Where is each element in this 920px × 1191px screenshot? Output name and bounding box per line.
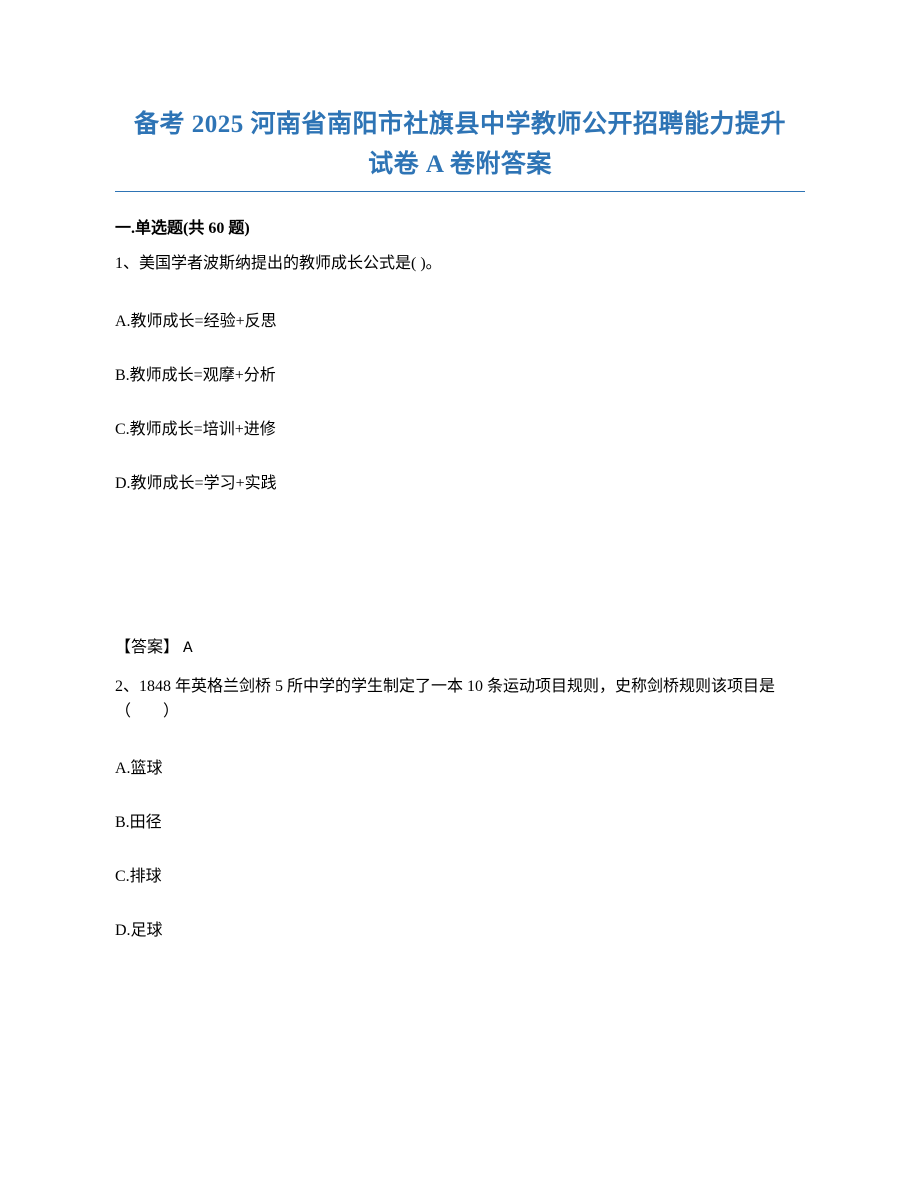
document-title: 备考 2025 河南省南阳市社旗县中学教师公开招聘能力提升 试卷 A 卷附答案 (115, 105, 805, 185)
document-page: 备考 2025 河南省南阳市社旗县中学教师公开招聘能力提升 试卷 A 卷附答案 … (0, 0, 920, 940)
answer-value: A (183, 639, 194, 657)
title-line-2: 试卷 A 卷附答案 (368, 151, 552, 178)
question-1-answer: 【答案】 A (115, 633, 805, 657)
question-2-option-c: C.排球 (115, 862, 805, 886)
question-2-stem: 2、1848 年英格兰剑桥 5 所中学的学生制定了一本 10 条运动项目规则，史… (115, 675, 805, 725)
question-2-option-a: A.篮球 (115, 754, 805, 778)
question-1-option-d: D.教师成长=学习+实践 (115, 469, 805, 493)
question-2-option-b: B.田径 (115, 808, 805, 832)
question-1-option-a: A.教师成长=经验+反思 (115, 307, 805, 331)
title-line-1: 备考 2025 河南省南阳市社旗县中学教师公开招聘能力提升 (134, 111, 786, 138)
question-1-option-c: C.教师成长=培训+进修 (115, 415, 805, 439)
question-2-option-d: D.足球 (115, 916, 805, 940)
title-divider (115, 191, 805, 192)
question-1-option-b: B.教师成长=观摩+分析 (115, 361, 805, 385)
answer-label: 【答案】 (115, 639, 183, 656)
question-1-stem: 1、美国学者波斯纳提出的教师成长公式是( )。 (115, 252, 805, 277)
vertical-spacer (115, 523, 805, 633)
section-heading: 一.单选题(共 60 题) (115, 214, 805, 238)
